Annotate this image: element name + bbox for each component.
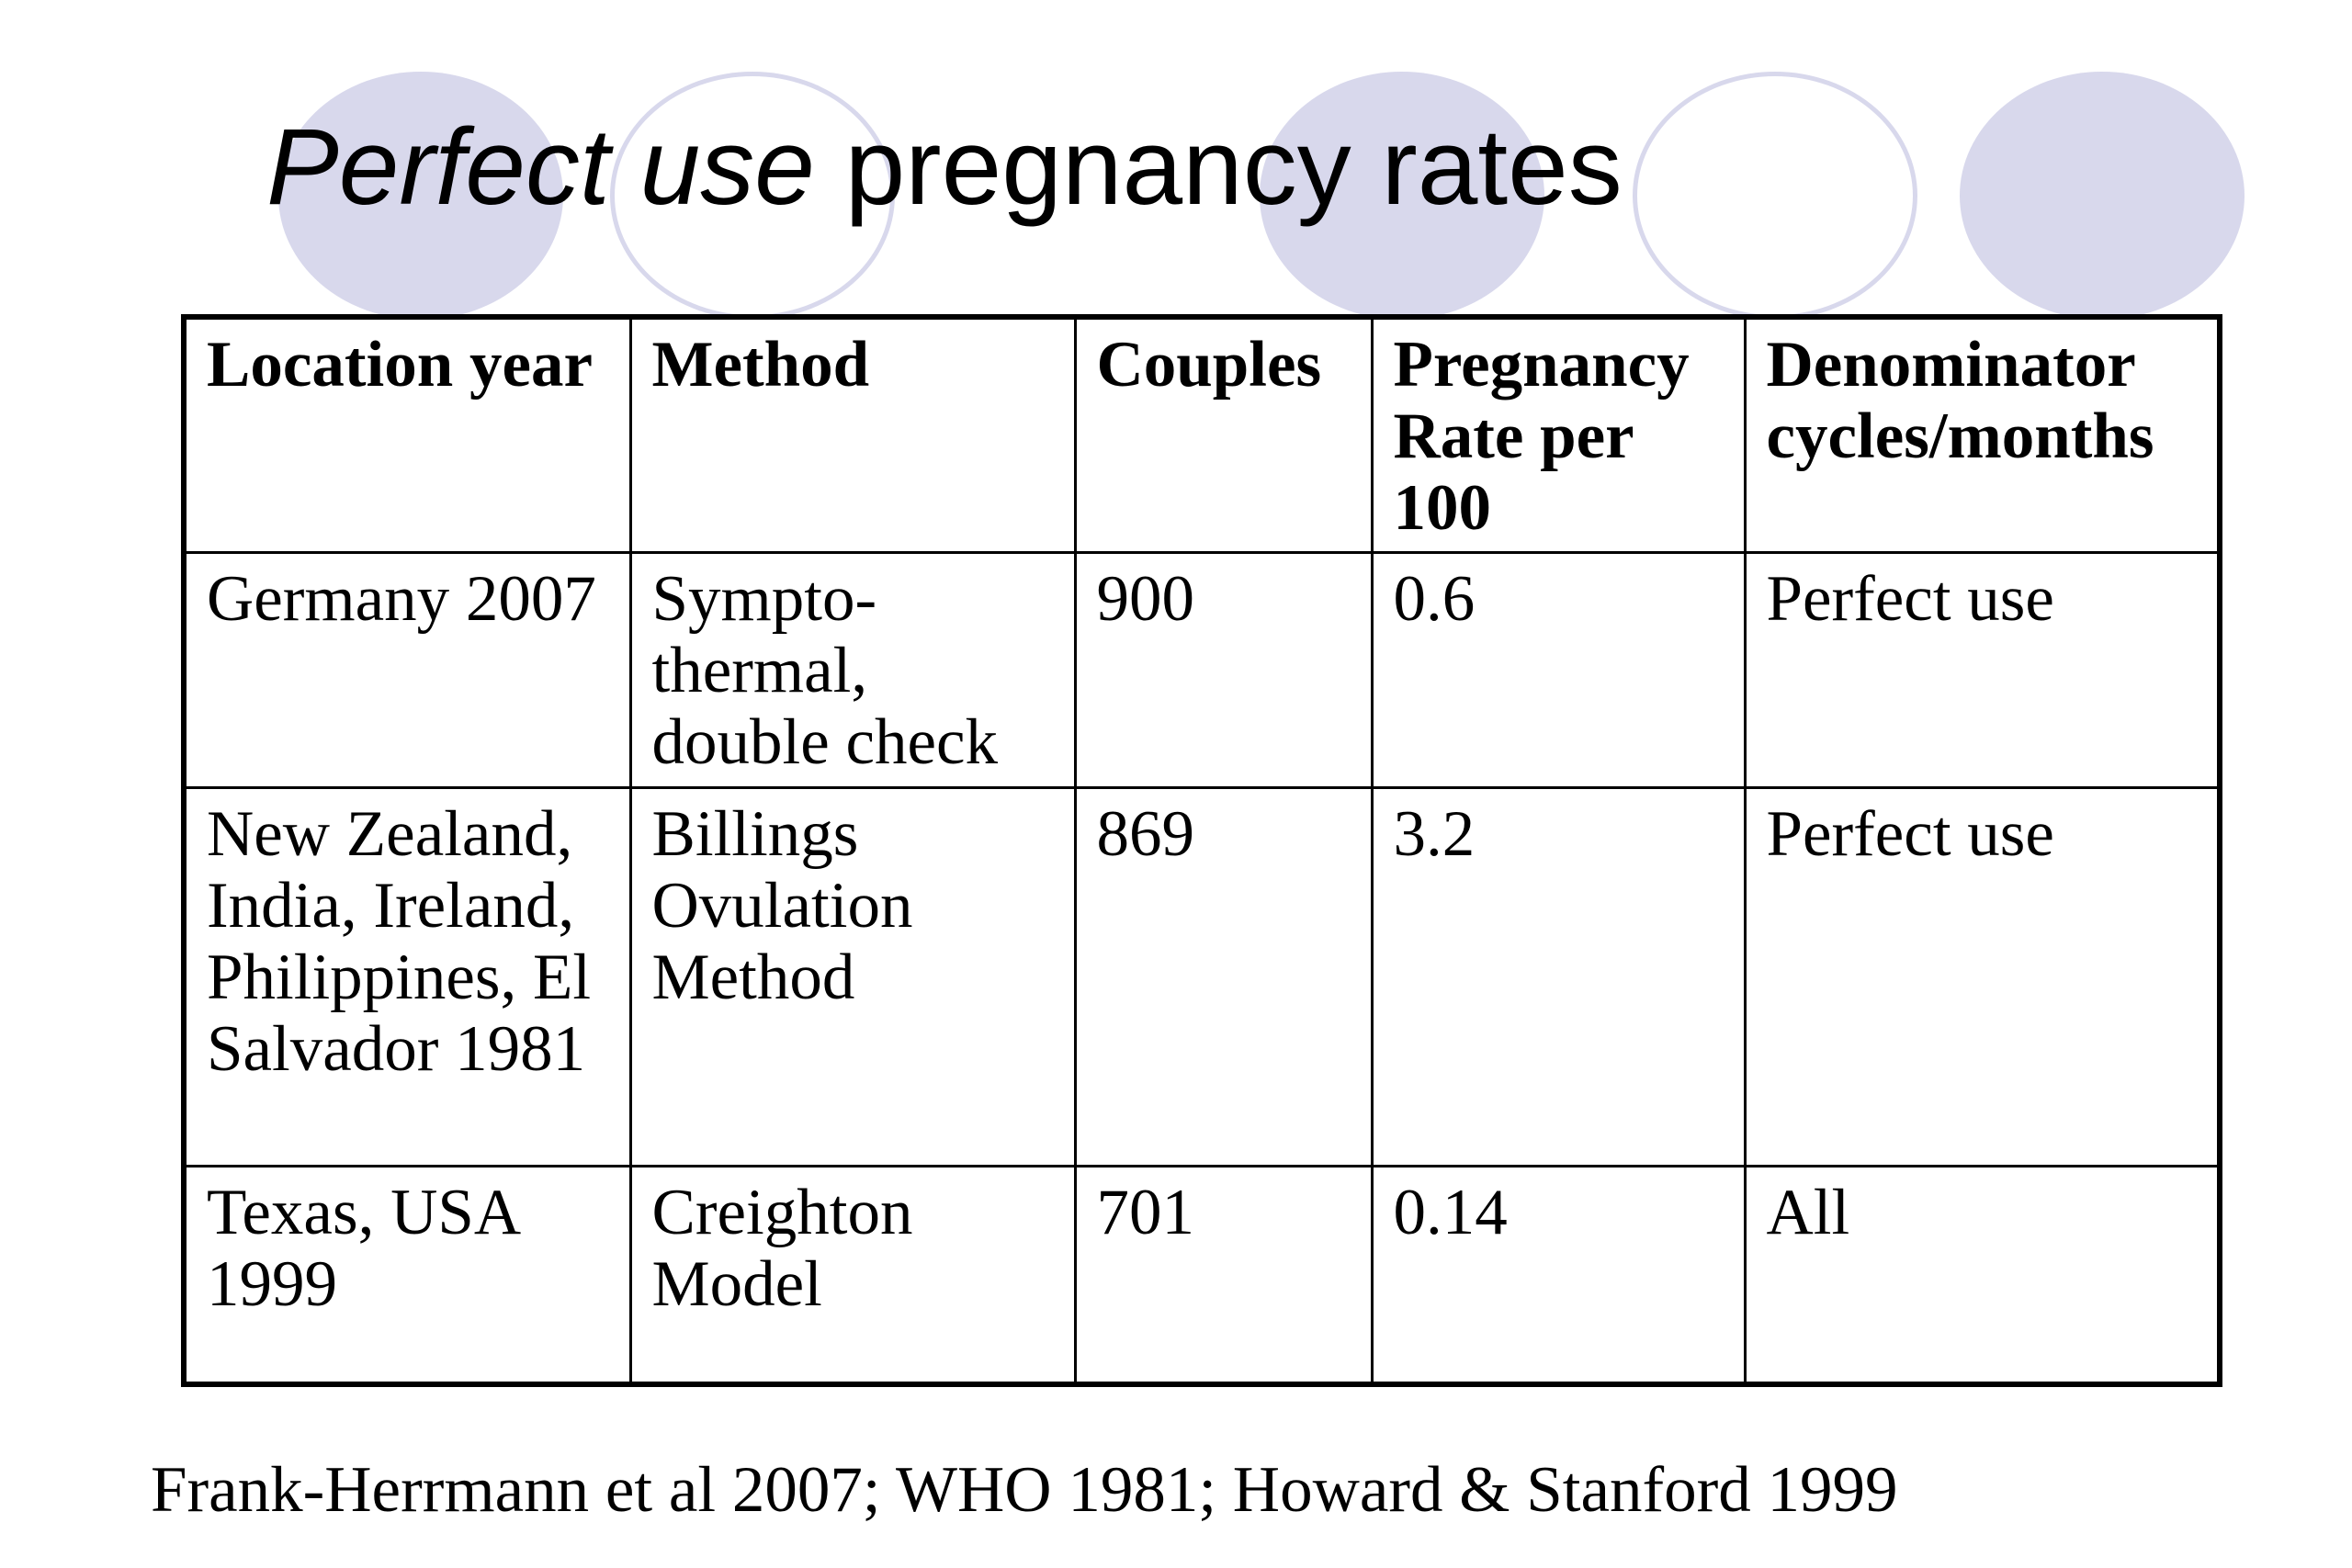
header-couples: Couples — [1073, 315, 1374, 554]
cell-location-year: New Zealand, India, Ireland, Philippines… — [182, 785, 632, 1168]
cell-couples: 900 — [1073, 550, 1374, 789]
slide-title-rest: pregnancy rates — [814, 107, 1623, 228]
slide-title: Perfect use pregnancy rates — [266, 107, 1623, 228]
citation-text: Frank-Herrmann et al 2007; WHO 1981; How… — [151, 1454, 1898, 1526]
cell-method: Billings Ovulation Method — [628, 785, 1077, 1168]
cell-couples: 869 — [1073, 785, 1374, 1168]
pregnancy-rates-table: Location year Method Couples Pregnancy R… — [181, 314, 2222, 1387]
cell-pregnancy-rate: 0.6 — [1370, 550, 1747, 789]
cell-denominator: Perfect use — [1743, 785, 2222, 1168]
cell-location-year: Texas, USA 1999 — [182, 1164, 632, 1386]
decorative-circle-outline — [1633, 72, 1917, 320]
decorative-circle-filled — [278, 72, 563, 320]
table-row: Germany 2007 Sympto-thermal, double chec… — [182, 550, 2222, 789]
header-location-year: Location year — [182, 315, 632, 554]
header-denominator: Denominator cycles/months — [1743, 315, 2222, 554]
cell-method: Sympto-thermal, double check — [628, 550, 1077, 789]
cell-couples: 701 — [1073, 1164, 1374, 1386]
cell-pregnancy-rate: 0.14 — [1370, 1164, 1747, 1386]
decorative-circle-filled — [1260, 72, 1544, 320]
cell-method: Creighton Model — [628, 1164, 1077, 1386]
cell-pregnancy-rate: 3.2 — [1370, 785, 1747, 1168]
slide-title-italic: Perfect use — [266, 107, 815, 228]
cell-denominator: All — [1743, 1164, 2222, 1386]
table-header-row: Location year Method Couples Pregnancy R… — [182, 315, 2222, 554]
header-pregnancy-rate: Pregnancy Rate per 100 — [1370, 315, 1747, 554]
cell-denominator: Perfect use — [1743, 550, 2222, 789]
decorative-circle-filled — [1960, 72, 2245, 320]
table-row: Texas, USA 1999 Creighton Model 701 0.14… — [182, 1164, 2222, 1386]
table-row: New Zealand, India, Ireland, Philippines… — [182, 785, 2222, 1168]
header-method: Method — [628, 315, 1077, 554]
cell-location-year: Germany 2007 — [182, 550, 632, 789]
